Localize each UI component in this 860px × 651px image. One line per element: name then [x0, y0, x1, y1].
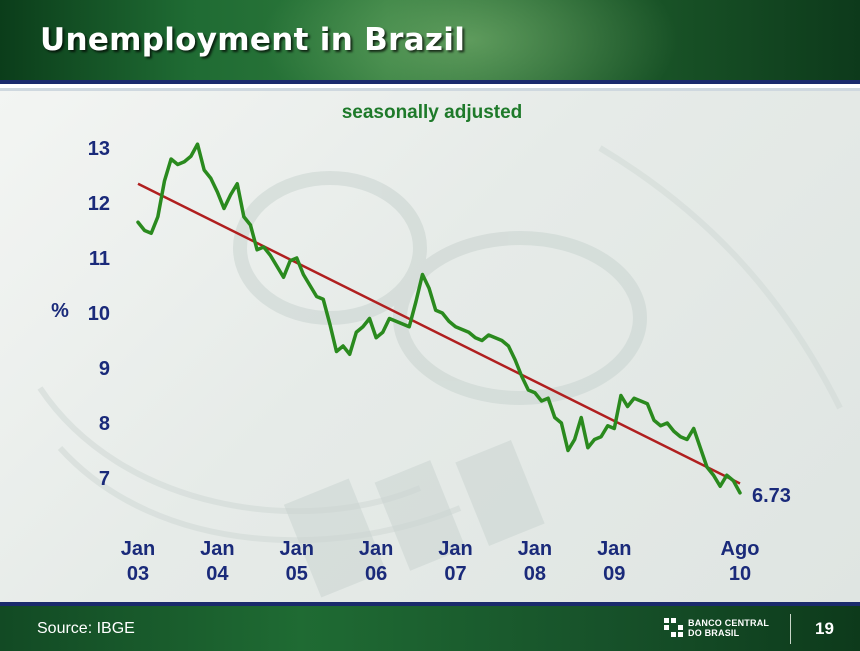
y-tick-label: 9 — [99, 358, 110, 380]
x-tick-label: 04 — [206, 563, 229, 585]
x-tick-label: 07 — [444, 563, 466, 585]
x-tick-label: Jan — [280, 538, 314, 560]
x-tick-label: Jan — [200, 538, 234, 560]
x-tick-label: 06 — [365, 563, 387, 585]
bank-name-line2: DO BRASIL — [688, 628, 740, 638]
source-note: Source: IBGE — [37, 620, 135, 637]
header-divider — [0, 88, 860, 91]
x-tick-label: 08 — [524, 563, 546, 585]
y-tick-label: 11 — [89, 248, 110, 270]
y-axis-label: % — [51, 300, 69, 322]
y-tick-label: 8 — [99, 413, 110, 435]
trend-line — [137, 182, 741, 485]
y-tick-label: 10 — [88, 303, 110, 325]
bank-logo-icon — [664, 618, 683, 637]
page-number: 19 — [815, 619, 834, 638]
x-tick-label: 10 — [729, 563, 751, 585]
annotation-layer: 6.73 — [752, 485, 791, 507]
y-tick-label: 7 — [99, 468, 110, 490]
chart-subtitle: seasonally adjusted — [342, 102, 523, 123]
y-tick-label: 13 — [88, 138, 110, 160]
y-tick-label: 12 — [88, 193, 110, 215]
x-tick-label: 09 — [603, 563, 625, 585]
footer-separator — [790, 614, 791, 644]
chart-panel — [0, 88, 860, 602]
last-value-label: 6.73 — [752, 485, 791, 507]
x-tick-label: Jan — [597, 538, 631, 560]
footer-divider — [0, 602, 860, 606]
slide-header: Unemployment in Brazil — [0, 0, 860, 84]
x-axis-ticks: Jan 03 Jan 04 Jan 05 Jan 06 Jan 07 Jan 08 Jan 09 Ago 10 — [121, 538, 760, 585]
x-tick-label: Jan — [438, 538, 472, 560]
bank-name-line1: BANCO CENTRAL — [688, 618, 770, 628]
bank-name: BANCO CENTRAL DO BRASIL — [688, 618, 769, 638]
slide-footer: Source: IBGE BANCO CENTRAL DO BRASIL 19 — [0, 606, 860, 651]
series-layer — [136, 142, 742, 495]
unemployment-rate-line — [136, 142, 742, 495]
x-tick-label: Jan — [359, 538, 393, 560]
x-tick-label: Jan — [518, 538, 552, 560]
x-tick-label: Ago — [721, 538, 760, 560]
slide-title: Unemployment in Brazil — [40, 22, 466, 58]
y-axis-ticks: 7 8 9 10 11 12 13 — [88, 138, 110, 490]
x-tick-label: 05 — [286, 563, 308, 585]
x-tick-label: 03 — [127, 563, 149, 585]
x-tick-label: Jan — [121, 538, 155, 560]
